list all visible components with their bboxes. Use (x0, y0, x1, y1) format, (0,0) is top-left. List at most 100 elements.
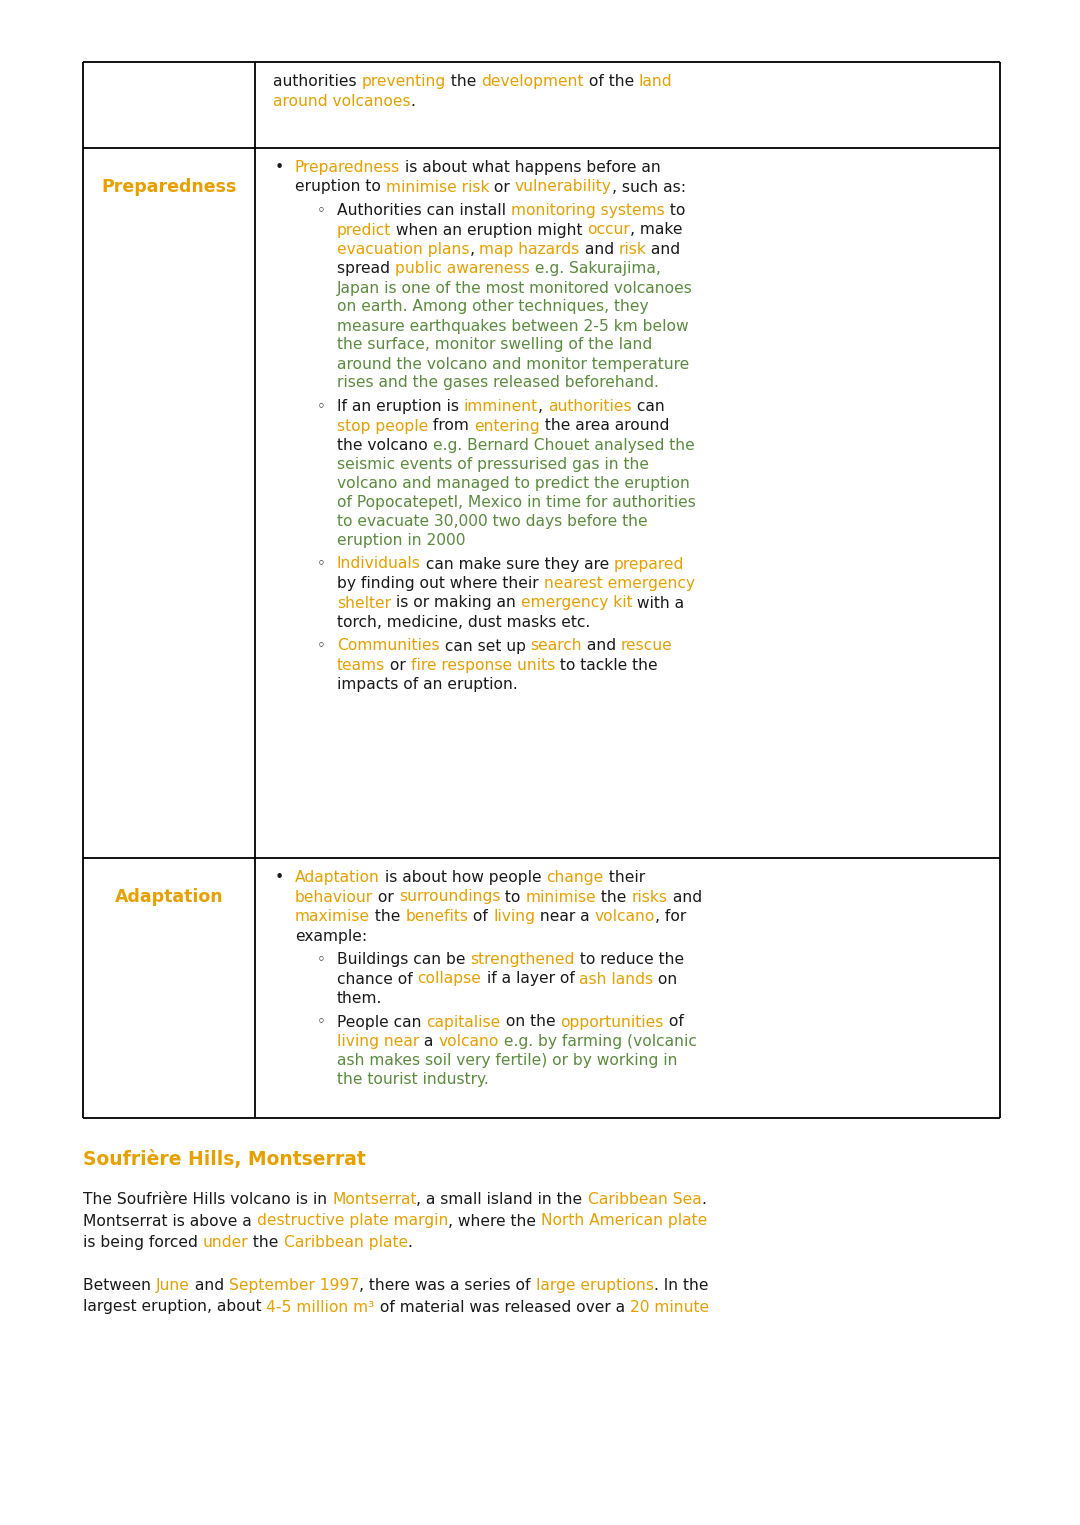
Text: living near: living near (337, 1034, 419, 1049)
Text: land: land (638, 75, 672, 88)
Text: occur: occur (588, 223, 631, 238)
Text: them.: them. (337, 991, 382, 1006)
Text: the: the (370, 909, 405, 924)
Text: ,: , (470, 242, 480, 258)
Text: Preparedness: Preparedness (295, 160, 401, 175)
Text: e.g. Bernard Chouet analysed the: e.g. Bernard Chouet analysed the (433, 438, 694, 453)
Text: , make: , make (631, 223, 683, 238)
Text: eruption to: eruption to (295, 180, 386, 195)
Text: ◦: ◦ (318, 557, 326, 572)
Text: prepared: prepared (615, 557, 685, 572)
Text: largest eruption, about: largest eruption, about (83, 1299, 267, 1315)
Text: •: • (275, 160, 284, 175)
Text: entering: entering (474, 418, 540, 433)
Text: impacts of an eruption.: impacts of an eruption. (337, 677, 517, 692)
Text: vulnerability: vulnerability (515, 180, 611, 195)
Text: maximise: maximise (295, 909, 370, 924)
Text: , where the: , where the (448, 1214, 541, 1229)
Text: change: change (546, 869, 604, 884)
Text: or: or (386, 657, 410, 673)
Text: and: and (582, 639, 621, 654)
Text: North American plate: North American plate (541, 1214, 707, 1229)
Text: the: the (248, 1235, 284, 1250)
Text: of Popocatepetl, Mexico in time for authorities: of Popocatepetl, Mexico in time for auth… (337, 496, 696, 509)
Text: authorities: authorities (273, 75, 362, 88)
Text: with a: with a (633, 595, 685, 610)
Text: stop people: stop people (337, 418, 429, 433)
Text: living: living (494, 909, 535, 924)
Text: emergency kit: emergency kit (521, 595, 633, 610)
Text: and: and (190, 1278, 229, 1293)
Text: is about what happens before an: is about what happens before an (401, 160, 661, 175)
Text: example:: example: (295, 929, 367, 944)
Text: Individuals: Individuals (337, 557, 421, 572)
Text: Communities: Communities (337, 639, 440, 654)
Text: Buildings can be: Buildings can be (337, 952, 471, 967)
Text: from: from (429, 418, 474, 433)
Text: nearest emergency: nearest emergency (543, 576, 694, 592)
Text: destructive plate margin: destructive plate margin (257, 1214, 448, 1229)
Text: e.g. Sakurajima,: e.g. Sakurajima, (529, 261, 661, 276)
Text: strengthened: strengthened (471, 952, 575, 967)
Text: and: and (667, 889, 702, 904)
Text: . In the: . In the (653, 1278, 708, 1293)
Text: search: search (530, 639, 582, 654)
Text: seismic events of pressurised gas in the: seismic events of pressurised gas in the (337, 458, 649, 473)
Text: a: a (419, 1034, 438, 1049)
Text: collapse: collapse (418, 971, 482, 987)
Text: Adaptation: Adaptation (114, 888, 224, 906)
Text: to tackle the: to tackle the (555, 657, 658, 673)
Text: preventing: preventing (362, 75, 446, 88)
Text: their: their (604, 869, 645, 884)
Text: can set up: can set up (440, 639, 530, 654)
Text: the tourist industry.: the tourist industry. (337, 1072, 489, 1087)
Text: near a: near a (535, 909, 595, 924)
Text: Montserrat is above a: Montserrat is above a (83, 1214, 257, 1229)
Text: evacuation plans: evacuation plans (337, 242, 470, 258)
Text: around volcanoes: around volcanoes (273, 93, 410, 108)
Text: .: . (701, 1193, 706, 1206)
Text: Adaptation: Adaptation (295, 869, 380, 884)
Text: around the volcano and monitor temperature: around the volcano and monitor temperatu… (337, 357, 689, 372)
Text: capitalise: capitalise (427, 1014, 501, 1029)
Text: .: . (410, 93, 416, 108)
Text: the surface, monitor swelling of the land: the surface, monitor swelling of the lan… (337, 337, 652, 352)
Text: volcano: volcano (595, 909, 654, 924)
Text: the area around: the area around (540, 418, 669, 433)
Text: volcano: volcano (438, 1034, 499, 1049)
Text: when an eruption might: when an eruption might (391, 223, 588, 238)
Text: authorities: authorities (548, 400, 632, 413)
Text: the volcano: the volcano (337, 438, 433, 453)
Text: public awareness: public awareness (395, 261, 529, 276)
Text: rises and the gases released beforehand.: rises and the gases released beforehand. (337, 375, 659, 390)
Text: monitoring systems: monitoring systems (511, 203, 664, 218)
Text: benefits: benefits (405, 909, 469, 924)
Text: to: to (664, 203, 685, 218)
Text: Authorities can install: Authorities can install (337, 203, 511, 218)
Text: volcano and managed to predict the eruption: volcano and managed to predict the erupt… (337, 476, 690, 491)
Text: ◦: ◦ (318, 203, 326, 218)
Text: on the: on the (501, 1014, 561, 1029)
Text: or: or (373, 889, 399, 904)
Text: fire response units: fire response units (410, 657, 555, 673)
Text: the: the (446, 75, 481, 88)
Text: the: the (596, 889, 632, 904)
Text: ◦: ◦ (318, 400, 326, 413)
Text: risk: risk (619, 242, 647, 258)
Text: , such as:: , such as: (611, 180, 686, 195)
Text: map hazards: map hazards (480, 242, 580, 258)
Text: is about how people: is about how people (380, 869, 546, 884)
Text: Soufrière Hills, Montserrat: Soufrière Hills, Montserrat (83, 1150, 366, 1170)
Text: Japan is one of the most monitored volcanoes: Japan is one of the most monitored volca… (337, 281, 693, 296)
Text: , a small island in the: , a small island in the (417, 1193, 588, 1206)
Text: of material was released over a: of material was released over a (375, 1299, 630, 1315)
Text: 4-5 million m³: 4-5 million m³ (267, 1299, 375, 1315)
Text: can make sure they are: can make sure they are (421, 557, 615, 572)
Text: ◦: ◦ (318, 1014, 326, 1029)
Text: on: on (653, 971, 677, 987)
Text: The Soufrière Hills volcano is in: The Soufrière Hills volcano is in (83, 1193, 332, 1206)
Text: to: to (500, 889, 526, 904)
Text: eruption in 2000: eruption in 2000 (337, 534, 465, 547)
Text: if a layer of: if a layer of (482, 971, 579, 987)
Text: of the: of the (583, 75, 638, 88)
